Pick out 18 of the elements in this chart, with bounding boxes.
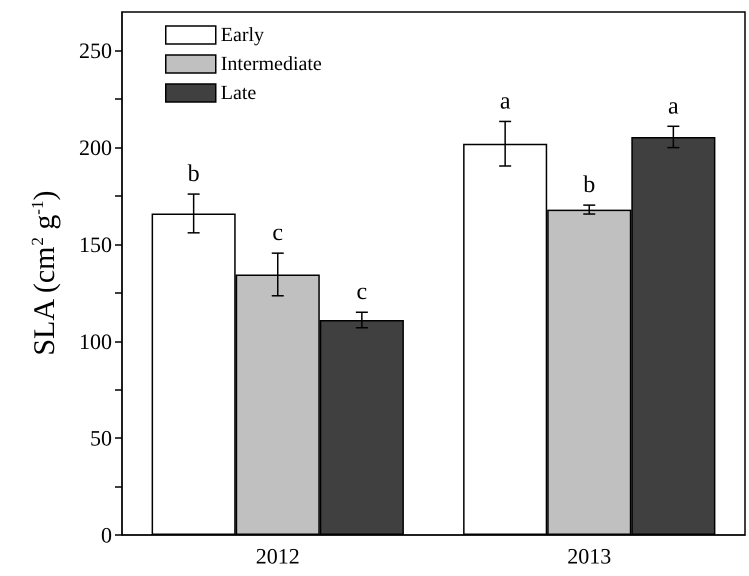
legend-label: Intermediate [220, 53, 322, 75]
x-tick-label: 2012 [256, 544, 300, 568]
data-label: c [272, 220, 284, 246]
legend-label: Early [220, 24, 264, 46]
y-tick-label: 100 [79, 328, 112, 354]
legend-label: Late [220, 82, 256, 104]
y-axis-title: SLA (cm2 g-1) [28, 190, 61, 356]
data-label: b [583, 172, 596, 198]
y-tick-label: 0 [101, 522, 112, 548]
data-label: b [188, 161, 200, 188]
y-tick-label: 50 [90, 426, 112, 451]
x-tick-label: 2013 [567, 544, 612, 568]
data-label: c [356, 279, 368, 306]
data-label: a [668, 93, 680, 120]
y-tick-label: 250 [79, 38, 112, 64]
y-tick-label: 150 [79, 232, 112, 257]
data-label: a [500, 88, 511, 114]
y-tick-label: 200 [79, 135, 112, 160]
